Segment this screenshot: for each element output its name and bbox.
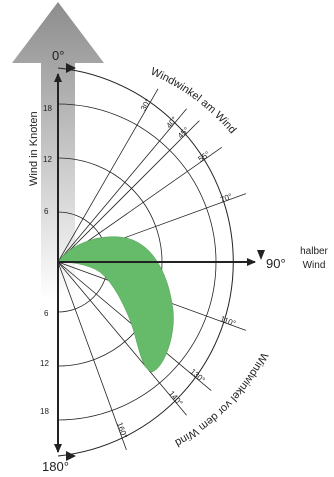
arc-arrowhead-right (257, 250, 265, 260)
tick-lower-12: 12 (40, 359, 49, 368)
angle-line-140 (57, 261, 187, 416)
halber-wind-caption-1: halber (300, 246, 328, 257)
arc-arrowhead-top (66, 63, 76, 73)
angle-line-45 (57, 120, 200, 263)
angle-line-40 (57, 108, 187, 263)
angle-label-70: 70° (219, 192, 233, 205)
speed-ticks: 18 12 6 6 12 18 (40, 104, 52, 416)
label-180-degrees: 180° (42, 459, 69, 474)
angle-line-160 (57, 261, 127, 451)
angle-label-40: 40° (164, 115, 179, 130)
angle-label-110: 110° (219, 314, 237, 328)
polar-performance-area (57, 236, 174, 373)
label-0-degrees: 0° (52, 48, 64, 63)
tick-lower-6: 6 (44, 309, 49, 318)
tick-upper-12: 12 (43, 155, 52, 164)
arc-label-upper: Windwinkel am Wind (149, 66, 239, 136)
angle-label-30: 30° (139, 97, 153, 112)
wind-arrow-label: Wind in Knoten (28, 111, 40, 186)
angle-line-30 (57, 88, 159, 263)
angle-label-140: 140° (167, 389, 185, 407)
label-90-degrees: 90° (266, 256, 286, 271)
arc-arrowhead-bottom (66, 451, 76, 461)
angle-label-130: 130° (188, 367, 206, 385)
arc-label-lower: Windwinkel vor dem Wind (173, 351, 270, 449)
tick-lower-18: 18 (40, 407, 49, 416)
tick-upper-6: 6 (44, 207, 49, 216)
angle-label-160: 160° (115, 421, 129, 440)
tick-upper-18: 18 (43, 104, 52, 113)
halber-wind-caption-2: Wind (303, 260, 326, 271)
